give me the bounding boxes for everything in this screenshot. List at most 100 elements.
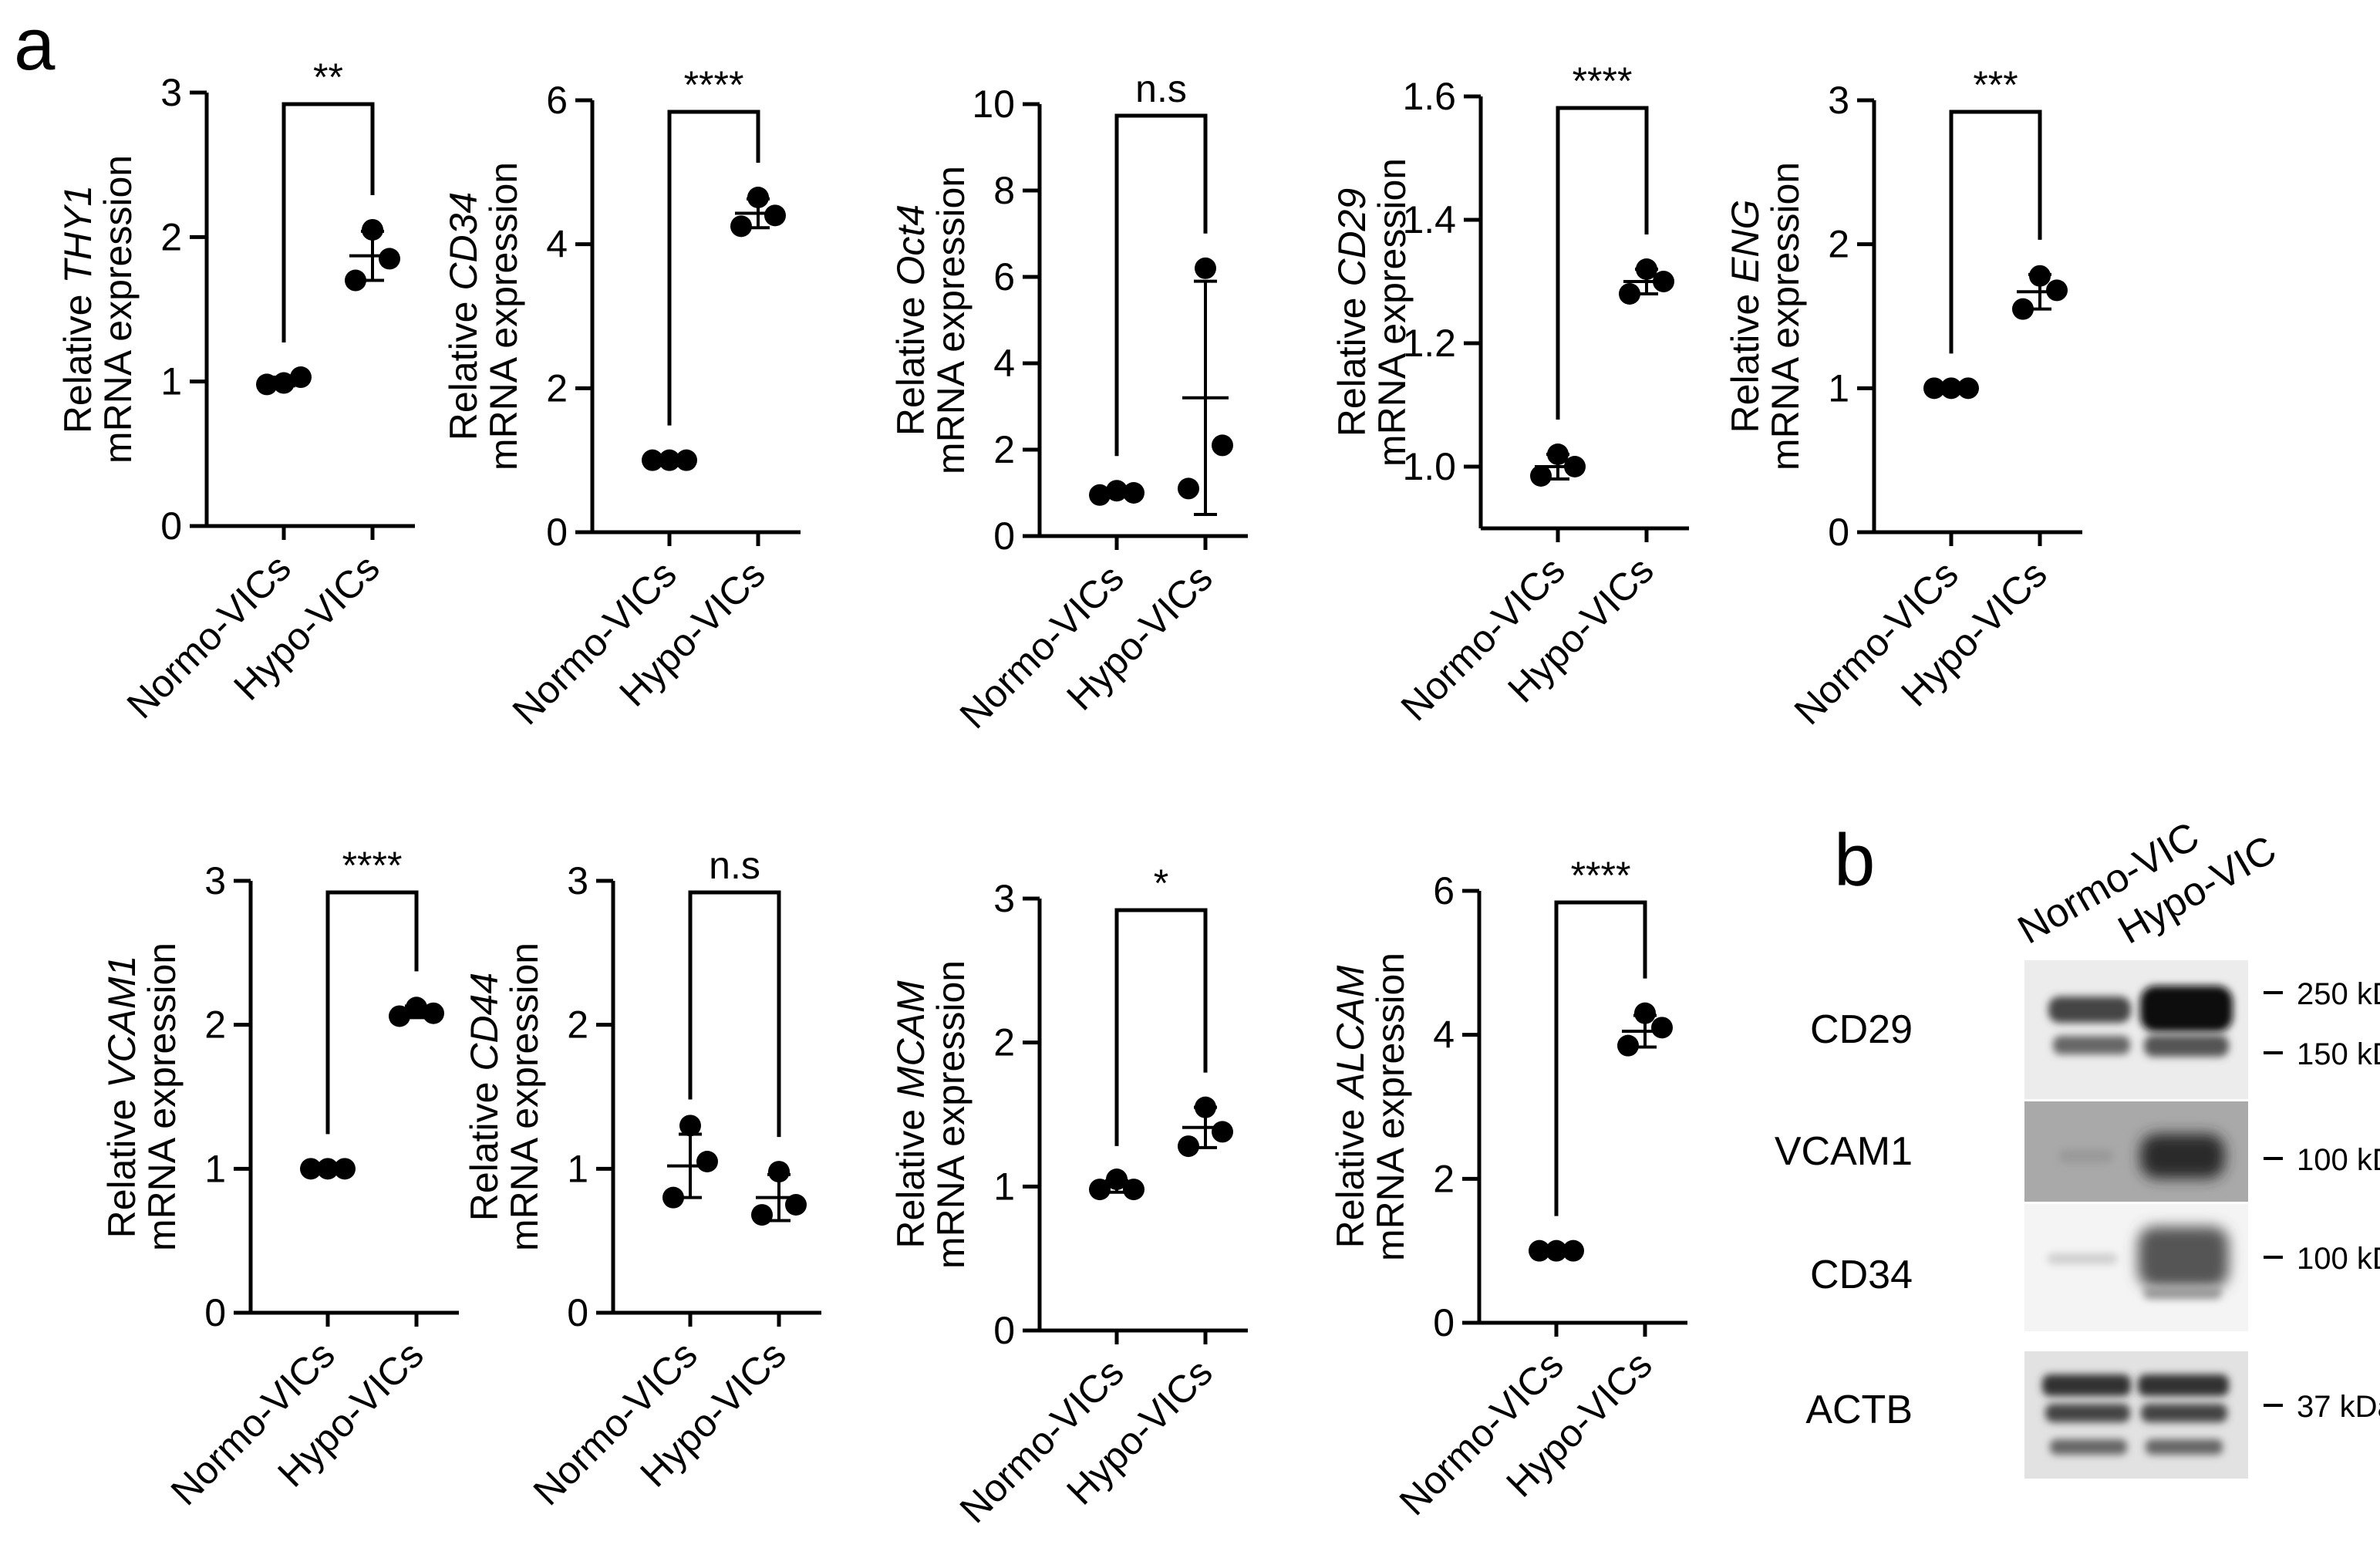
y-tick-label: 2 [1433,1157,1455,1200]
y-tick-label: 6 [546,79,568,122]
data-point [1106,480,1128,502]
y-axis-label: mRNA expression [1370,158,1414,467]
wb-band-cd29-hypo-lower [2144,1035,2229,1057]
data-point [362,218,383,241]
y-tick-label: 0 [546,511,568,554]
y-tick-label: 0 [204,1291,226,1334]
significance-label: n.s [709,844,760,887]
wb-row-label-cd29: CD29 [1810,1007,1913,1052]
y-axis-label: mRNA expression [96,155,140,464]
significance-bracket [1556,106,1649,420]
y-tick-label: 3 [1828,79,1849,122]
data-point [345,269,366,292]
data-point [406,997,427,1019]
data-point [379,248,400,270]
y-axis-label: mRNA expression [929,960,973,1269]
y-tick-label: 4 [546,223,568,266]
y-tick-label: 1 [567,1147,588,1190]
data-point [768,1161,790,1183]
data-point [1547,443,1569,465]
data-point [1617,1034,1639,1057]
wb-marker-100-cd34: 100 kDa [2297,1242,2380,1276]
y-tick-label: 2 [567,1003,588,1047]
y-tick-label: 0 [567,1291,588,1334]
wb-band-vcam1-normo [2059,1149,2113,1163]
y-tick-label: 0 [1828,511,1849,554]
y-tick-label: 2 [204,1003,226,1047]
data-point [1564,456,1586,477]
y-axis-label: Relative ALCAM [1329,965,1372,1248]
wb-strip-actb [2024,1351,2248,1479]
y-tick-label: 2 [546,366,568,410]
significance-bracket [325,890,419,1135]
data-point [1123,482,1144,504]
data-point [290,366,312,389]
data-point [256,373,278,396]
y-tick-label: 1.2 [1402,322,1456,365]
data-point [662,1186,684,1209]
wb-band-actb-hypo-3 [2146,1439,2223,1455]
data-point [1195,1096,1216,1118]
y-tick-label: 1.0 [1402,445,1456,488]
y-axis-label: Relative CD44 [463,973,506,1221]
y-tick-label: 2 [1828,223,1849,266]
y-tick-label: 4 [1433,1013,1455,1057]
y-axis-label: mRNA expression [503,943,546,1251]
data-point [273,372,295,394]
y-axis-label: Relative THY1 [56,185,99,433]
data-point [1212,1121,1233,1143]
y-tick-label: 2 [993,1021,1015,1064]
y-tick-label: 3 [567,859,588,902]
data-point [1636,258,1657,280]
significance-label: **** [1573,59,1633,103]
data-point [300,1158,322,1180]
y-tick-label: 1 [1828,366,1849,410]
wb-band-cd29-normo-lower [2053,1036,2130,1054]
y-tick-label: 1.6 [1402,75,1456,118]
data-point [659,449,680,471]
significance-label: ** [313,56,343,99]
significance-bracket [281,102,375,343]
wb-marker-37: 37 kDa [2297,1390,2380,1424]
data-point [679,1115,701,1137]
significance-bracket [688,890,781,1138]
y-tick-label: 0 [993,1309,1015,1352]
data-point [696,1151,718,1172]
data-point [676,449,697,471]
data-point [1178,477,1199,500]
y-tick-label: 8 [993,169,1015,212]
data-point [1634,1002,1656,1024]
data-point [423,1002,444,1024]
data-point [1651,1017,1673,1039]
data-point [1619,283,1640,305]
wb-row-label-actb: ACTB [1805,1388,1913,1432]
data-point [1089,1179,1111,1201]
data-point [1178,1135,1199,1158]
significance-label: **** [1571,854,1631,897]
wb-band-actb-normo-1 [2042,1374,2131,1396]
significance-label: *** [1973,63,2018,106]
significance-bracket [667,110,760,426]
data-point [317,1158,339,1180]
y-axis-label: mRNA expression [929,166,973,474]
y-tick-label: 3 [993,877,1015,920]
y-tick-label: 4 [993,342,1015,385]
wb-band-cd29-hypo-upper [2140,986,2233,1032]
wb-markers: 250 kDa 150 kDa 100 kDa 100 kDa 37 kDa [2264,977,2380,1424]
data-point [1195,257,1216,279]
significance-label: * [1154,862,1168,905]
wb-band-cd29-normo-upper [2048,997,2131,1023]
panel-label-a: a [14,3,56,86]
data-point [1940,377,1962,400]
data-point [785,1194,807,1216]
y-tick-label: 1 [160,360,182,403]
wb-band-actb-normo-2 [2045,1404,2130,1422]
data-point [1653,271,1674,292]
